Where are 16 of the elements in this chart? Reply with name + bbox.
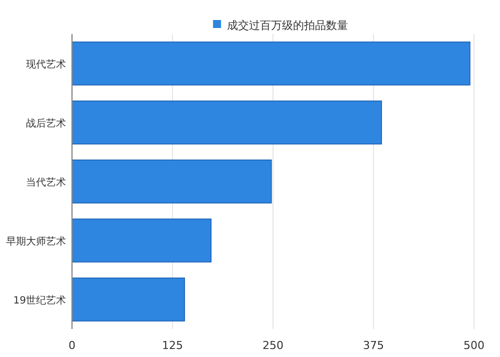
x-tick-label: 375	[363, 339, 384, 352]
x-tick-label: 250	[262, 339, 284, 352]
y-tick-label: 现代艺术	[26, 58, 66, 70]
x-tick-label: 500	[464, 339, 484, 352]
bar	[72, 218, 212, 262]
bar	[72, 160, 272, 204]
bar	[72, 100, 382, 144]
x-tick-label: 0	[68, 339, 76, 352]
y-tick-label: 战后艺术	[26, 118, 66, 130]
bar	[72, 42, 470, 86]
legend-label: 成交过百万级的拍品数量	[227, 19, 348, 32]
x-tick-label: 125	[162, 339, 183, 352]
y-tick-label: 当代艺术	[26, 176, 66, 188]
y-tick-label: 19世纪艺术	[13, 294, 66, 306]
bar	[72, 278, 185, 322]
y-tick-label: 早期大师艺术	[6, 236, 66, 248]
